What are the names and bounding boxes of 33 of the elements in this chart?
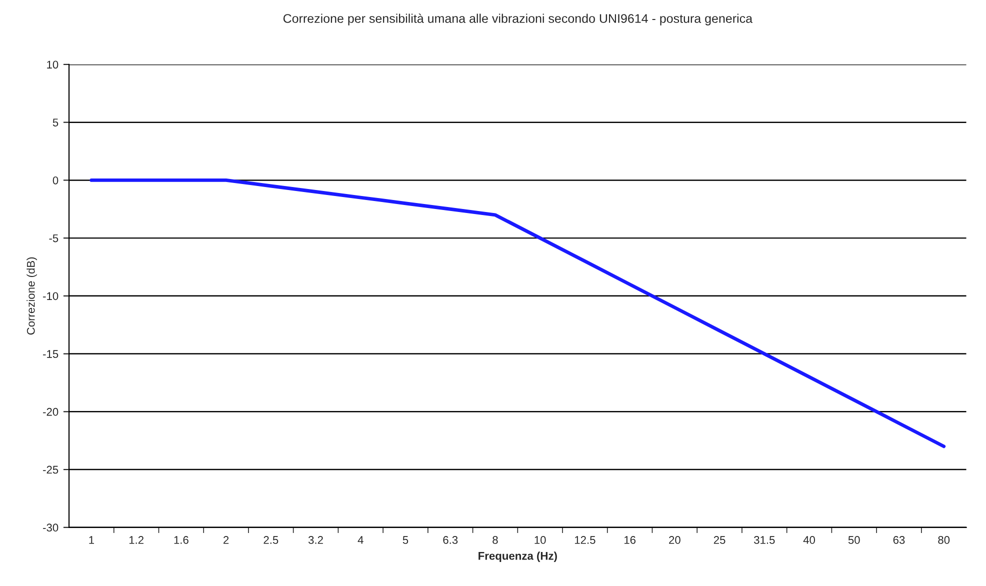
y-tick-label: 10: [47, 60, 58, 69]
x-tick-label: 12.5: [574, 536, 596, 544]
y-tick-label: -5: [49, 234, 58, 242]
x-tick-label: 1: [89, 536, 94, 544]
x-tick-label: 2.5: [264, 536, 278, 544]
x-tick-label: 50: [848, 536, 860, 544]
x-tick-label: 5: [402, 536, 408, 544]
line-series: [90, 178, 946, 448]
y-axis-title: Correzione (dB): [26, 257, 37, 335]
x-tick-label: 63: [893, 536, 905, 544]
x-tick-label: 6.3: [443, 536, 458, 544]
x-tick-label: 10: [534, 536, 546, 544]
x-tick-label: 25: [714, 536, 726, 544]
x-tick-label: 16: [624, 536, 636, 544]
y-tick-label: 0: [52, 176, 58, 184]
chart-title: Correzione per sensibilità umana alle vibrazioni secondo UNI9614 - postura generica: [283, 14, 753, 26]
x-tick-label: 20: [669, 536, 680, 544]
x-tick-label: 8: [492, 536, 498, 544]
x-tick-label: 1.2: [129, 536, 144, 544]
x-tick-label: 80: [938, 536, 950, 544]
x-tick-label: 1.6: [174, 536, 188, 544]
x-tick-label: 2: [224, 536, 229, 544]
y-tick-label: 5: [52, 118, 58, 126]
y-tick-label: -10: [43, 292, 58, 300]
x-tick-label: 31.5: [754, 536, 775, 544]
x-axis-title: Frequenza (Hz): [478, 552, 557, 562]
y-tick-label: -20: [43, 408, 58, 416]
y-tick-label: -15: [43, 350, 58, 358]
x-tick-label: 4: [358, 536, 364, 544]
y-tick-label: -30: [43, 524, 58, 532]
y-tick-label: -25: [43, 466, 58, 474]
x-tick-label: 40: [803, 536, 816, 544]
x-tick-label: 3.2: [308, 536, 323, 544]
